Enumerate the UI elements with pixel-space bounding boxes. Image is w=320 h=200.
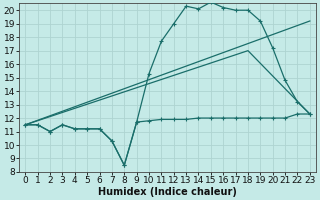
X-axis label: Humidex (Indice chaleur): Humidex (Indice chaleur) [98, 187, 237, 197]
